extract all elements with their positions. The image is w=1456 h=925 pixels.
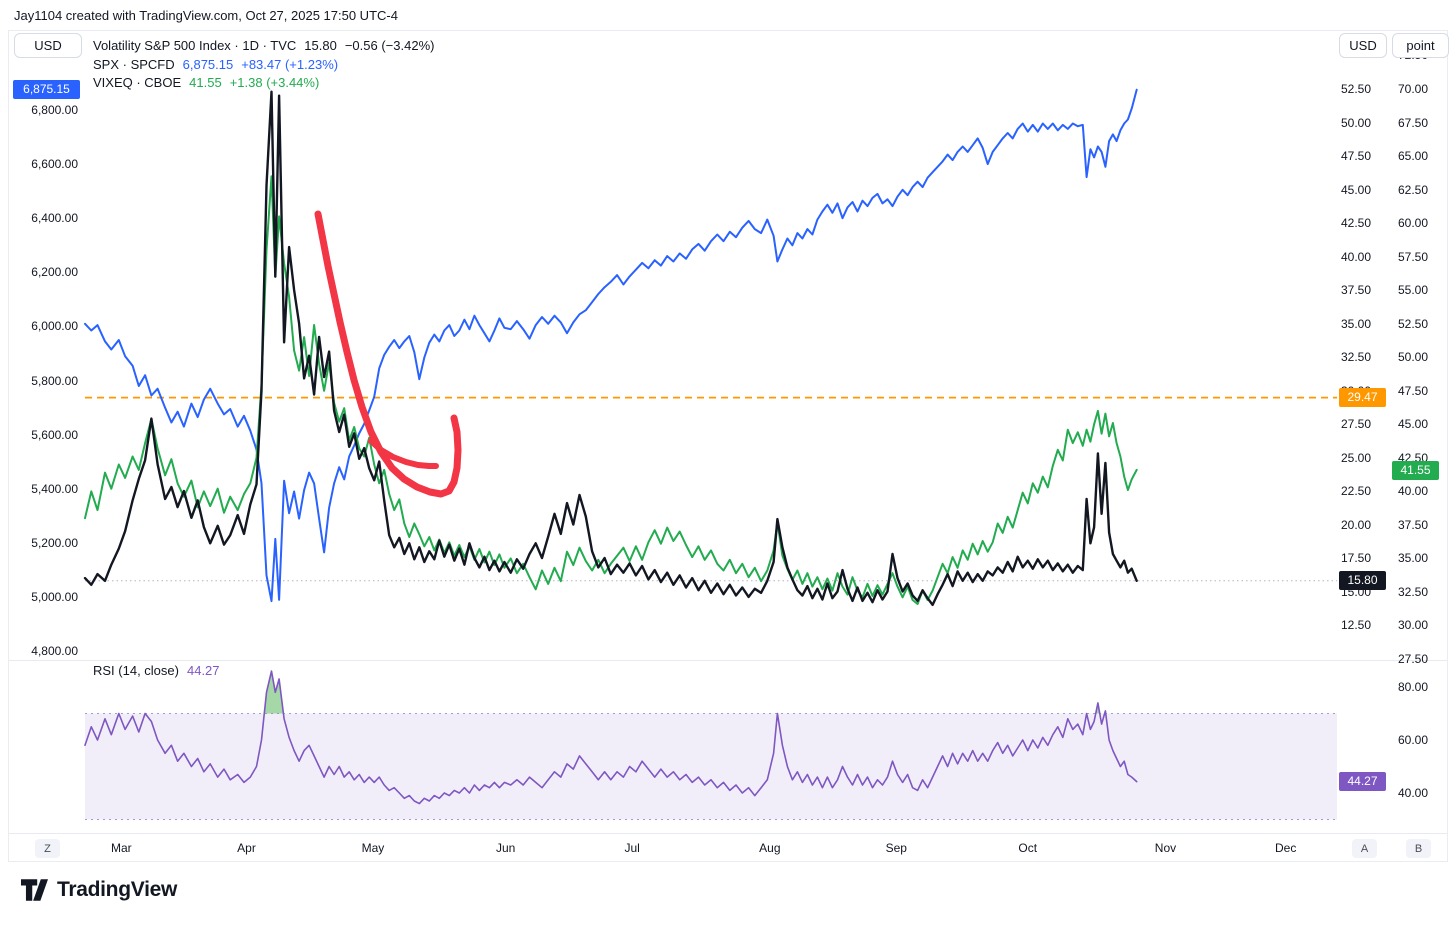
time-axis-separator xyxy=(9,833,1447,834)
main-legend: Volatility S&P 500 Index · 1D · TVC 15.80… xyxy=(93,37,434,93)
legend-row-3[interactable]: VIXEQ · CBOE 41.55 +1.38 (+3.44%) xyxy=(93,74,434,93)
series-vix xyxy=(83,90,1138,607)
rsi-indicator-title: RSI (14, close) xyxy=(93,663,179,678)
legend-row-1[interactable]: Volatility S&P 500 Index · 1D · TVC 15.80… xyxy=(93,37,434,56)
rsi-legend[interactable]: RSI (14, close) 44.27 xyxy=(93,663,228,678)
series-spx xyxy=(84,88,1138,603)
legend-row-2[interactable]: SPX · SPCFD 6,875.15 +83.47 (+1.23%) xyxy=(93,56,434,75)
series-vixeq xyxy=(84,175,1138,605)
timezone-button[interactable]: Z xyxy=(35,839,60,858)
right-currency-button[interactable]: USD xyxy=(1339,33,1387,58)
scale-a-button[interactable]: A xyxy=(1352,839,1377,858)
tradingview-branding[interactable]: TradingView xyxy=(21,878,177,902)
brush-drawing-1[interactable] xyxy=(314,210,462,498)
rsi-value: 44.27 xyxy=(186,663,220,678)
legend-change: +83.47 (+1.23%) xyxy=(241,56,339,72)
left-currency-button[interactable]: USD xyxy=(14,33,82,58)
rsi-band xyxy=(85,713,1337,820)
legend-symbol-title: SPX · SPCFD xyxy=(93,56,175,72)
tradingview-wordmark: TradingView xyxy=(57,878,178,901)
snapshot-attribution: Jay1104 created with TradingView.com, Oc… xyxy=(14,8,398,23)
legend-symbol-title: Volatility S&P 500 Index · 1D · TVC xyxy=(93,38,297,53)
pane-separator[interactable] xyxy=(9,660,1447,661)
scale-b-button[interactable]: B xyxy=(1406,839,1431,858)
legend-last-value: 6,875.15 xyxy=(182,56,234,72)
brush-drawing-2[interactable] xyxy=(368,438,439,469)
tradingview-logo-icon xyxy=(21,878,48,902)
legend-change: +1.38 (+3.44%) xyxy=(229,75,320,90)
series-rsi xyxy=(84,670,1138,805)
legend-symbol-title: VIXEQ · CBOE xyxy=(93,75,182,90)
legend-last-value: 41.55 xyxy=(189,75,222,90)
legend-last-value: 15.80 xyxy=(304,38,337,53)
legend-change: −0.56 (−3.42%) xyxy=(344,38,435,53)
point-scale-button[interactable]: point xyxy=(1392,33,1449,58)
